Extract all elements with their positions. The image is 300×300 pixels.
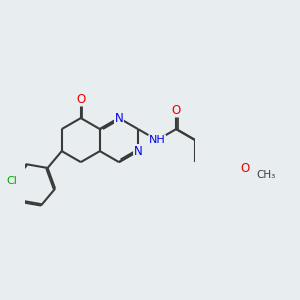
Text: Cl: Cl <box>6 176 17 186</box>
Text: O: O <box>76 93 86 106</box>
Text: O: O <box>240 162 249 175</box>
Text: NH: NH <box>149 135 166 145</box>
Text: N: N <box>134 145 142 158</box>
Text: CH₃: CH₃ <box>256 170 276 180</box>
Text: O: O <box>172 104 181 117</box>
Text: N: N <box>115 112 123 124</box>
